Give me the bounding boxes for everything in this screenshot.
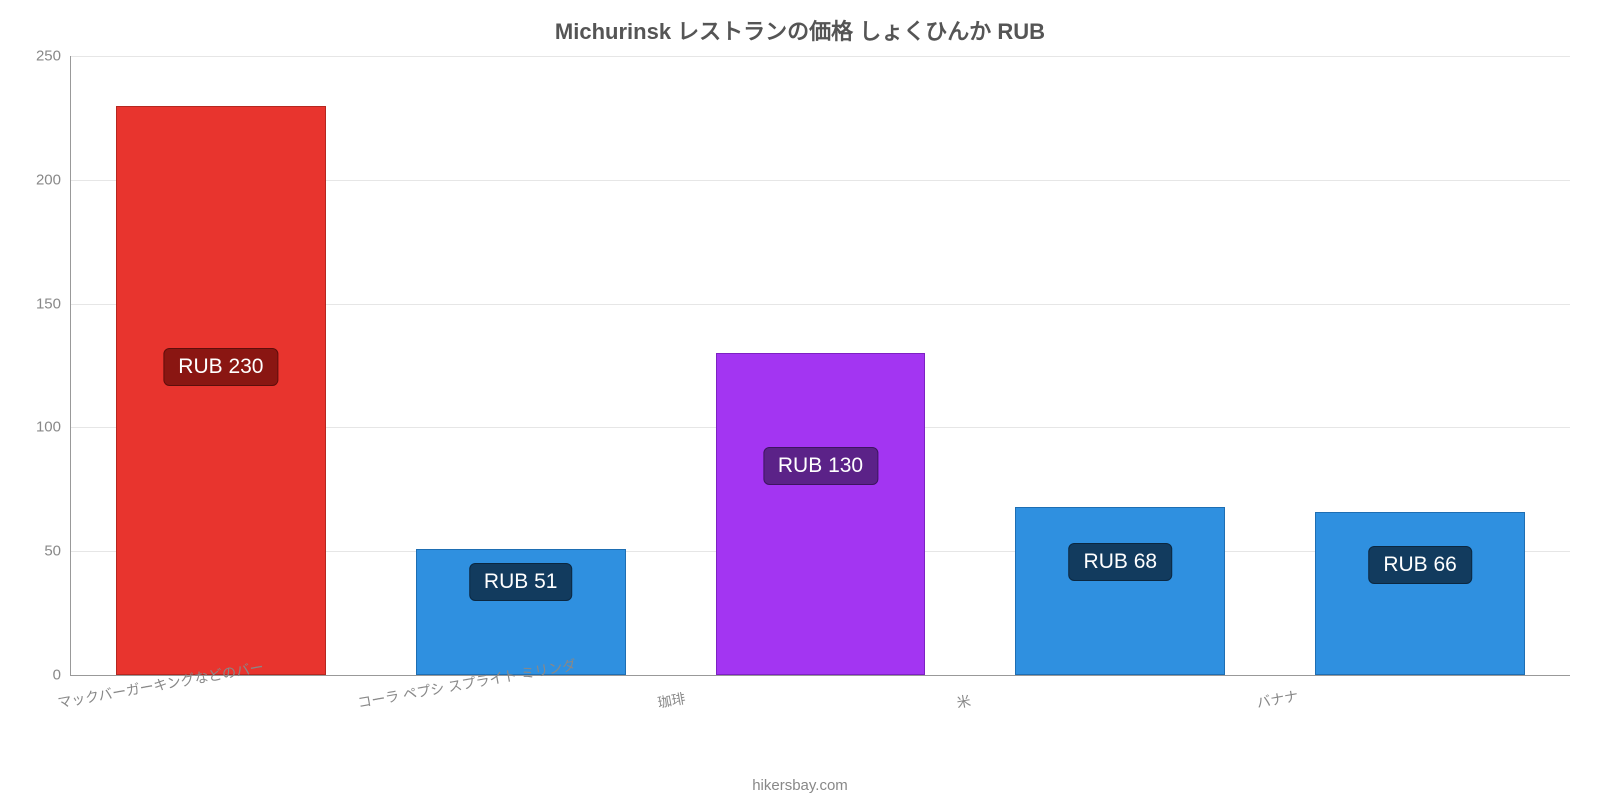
gridline: [71, 56, 1570, 57]
bar-chart: Michurinsk レストランの価格 しょくひんか RUB 050100150…: [0, 0, 1600, 800]
y-tick-label: 50: [44, 543, 71, 560]
bar-value-label: RUB 66: [1368, 546, 1472, 584]
plot-area: 050100150200250RUB 230マックバーガーキングなどのバーRUB…: [70, 56, 1570, 676]
y-tick-label: 200: [36, 171, 71, 188]
bar-value-label: RUB 130: [763, 447, 878, 485]
x-tick-label: バナナ: [1255, 686, 1300, 713]
x-tick-label: 米: [955, 691, 972, 713]
y-tick-label: 150: [36, 295, 71, 312]
y-tick-label: 250: [36, 48, 71, 65]
chart-title: Michurinsk レストランの価格 しょくひんか RUB: [0, 14, 1600, 46]
x-tick-label: 珈琲: [656, 688, 687, 713]
y-tick-label: 100: [36, 419, 71, 436]
bar-value-label: RUB 51: [469, 563, 573, 601]
bar: [1015, 507, 1225, 675]
bar: [116, 106, 326, 675]
bar: [716, 353, 926, 675]
y-tick-label: 0: [53, 667, 71, 684]
bar-value-label: RUB 68: [1069, 543, 1173, 581]
bar: [1315, 512, 1525, 675]
chart-attribution: hikersbay.com: [0, 777, 1600, 794]
bar-value-label: RUB 230: [163, 348, 278, 386]
